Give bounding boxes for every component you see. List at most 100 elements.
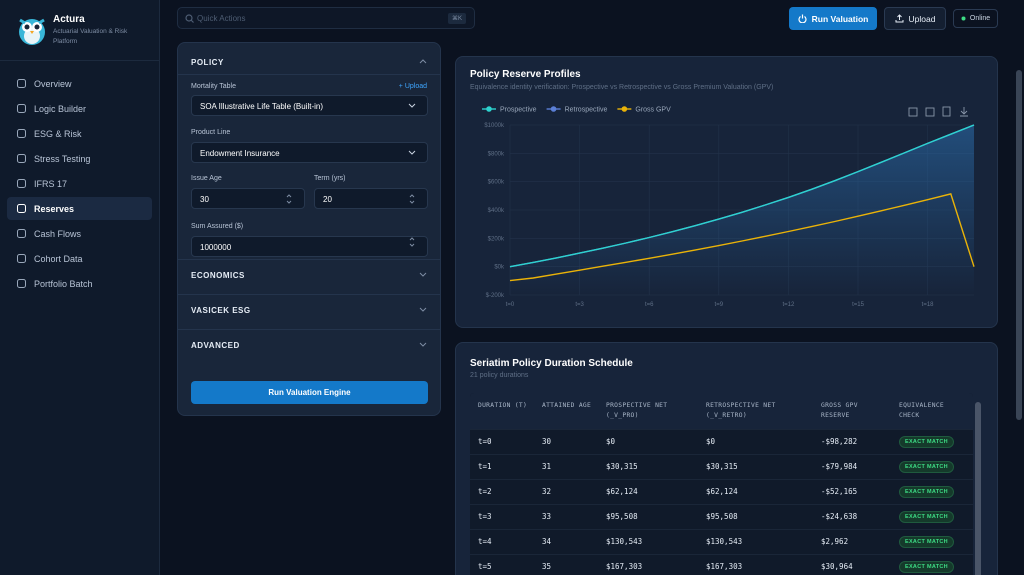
field-label: Mortality Table [191,83,237,90]
upload-button[interactable]: Upload [884,7,946,30]
column-header: PROSPECTIVE NET (_V_PRO) [606,402,668,419]
table-cell: 32 [542,487,552,496]
y-tick-label: $0k [494,265,505,271]
icon-shape [17,129,26,138]
upload-link[interactable]: + Upload [398,83,427,90]
input-value: 1000000 [200,243,232,252]
power-icon [798,14,807,23]
nav-item[interactable]: Logic Builder [7,97,152,120]
nav-item[interactable]: IFRS 17 [7,172,152,195]
section-title[interactable]: ECONOMICS [191,271,245,280]
chevron-down[interactable] [419,272,427,278]
field-label: Issue Age [191,175,222,182]
input-value: 20 [323,195,332,204]
chevron-down[interactable] [419,342,427,348]
icon-shape [17,104,26,113]
table-cell: t=4 [478,537,492,546]
nav-item[interactable]: ESG & Risk [7,122,152,145]
icon-shape [17,79,26,88]
nav-item[interactable]: Reserves [7,197,152,220]
divider [178,259,440,260]
product-select[interactable]: Endowment Insurance [191,142,428,163]
nav-item[interactable]: Portfolio Batch [7,272,152,295]
table-scrollbar[interactable] [975,402,981,575]
legend-label[interactable]: Retrospective [565,107,608,114]
chevron-shape [419,272,427,277]
nav-label: Logic Builder [34,103,87,114]
mortality-select[interactable]: SOA Illustrative Life Table (Built-in) [191,95,428,116]
legend-marker [486,106,492,112]
select-arrows [408,103,416,247]
run-valuation-button[interactable]: Run Valuation [789,7,877,30]
legend-label[interactable]: Prospective [500,107,537,114]
table-card: Seriatim Policy Duration Schedule 21 pol… [455,342,998,575]
y-tick-label: $600k [488,180,505,186]
table-row [470,529,973,554]
x-tick-label: t=12 [782,302,795,308]
chart-card: Policy Reserve Profiles Equivalence iden… [455,56,998,328]
status-badge: EXACT MATCH [899,561,954,573]
table-row [470,454,973,479]
select-value: Endowment Insurance [200,149,280,158]
status-badge: EXACT MATCH [899,511,954,523]
divider [178,329,440,330]
table-cell: $130,543 [706,537,743,546]
field-label: Term (yrs) [314,175,346,182]
input-panel: POLICY Mortality Table + Upload SOA Illu… [177,42,441,416]
search-icon [185,14,194,23]
nav-item[interactable]: Cash Flows [7,222,152,245]
chevron-up[interactable] [419,58,427,64]
table-cell: 33 [542,512,552,521]
status-pill: Online [953,9,998,28]
spinner[interactable] [408,193,416,205]
download-icon[interactable] [960,107,968,117]
spinner[interactable] [285,193,293,205]
table-cell: $95,508 [706,512,738,521]
nav-icon [17,104,26,113]
table-cell: $167,303 [706,562,743,571]
nav-icon [17,129,26,138]
status-badge: EXACT MATCH [899,486,954,498]
upload-icon [895,14,904,23]
nav-label: Overview [34,78,72,89]
logo [19,18,45,45]
zoom-icon[interactable] [908,107,918,117]
x-tick-label: t=15 [852,302,865,308]
table-header [470,393,973,429]
term-input[interactable]: 20 [314,188,428,209]
column-header: RETROSPECTIVE NET (_V_RETRO) [706,402,776,419]
field-label: Product Line [191,129,231,136]
table-cell: t=3 [478,512,492,521]
section-title[interactable]: VASICEK ESG [191,306,251,315]
chart: Policy Reserve Profiles Equivalence iden… [470,69,975,308]
reset-icon[interactable] [925,107,935,117]
table-cell: 31 [542,462,552,471]
legend-label[interactable]: Gross GPV [635,107,671,114]
x-tick-label: t=3 [575,302,584,308]
icon-shape [17,154,26,163]
x-tick-label: t=18 [922,302,935,308]
data-icon[interactable] [942,106,951,117]
page-scrollbar[interactable] [1016,70,1022,420]
table-cell: $30,315 [606,462,638,471]
nav-label: Stress Testing [34,153,91,164]
status-badge: EXACT MATCH [899,461,954,473]
nav-item[interactable]: Cohort Data [7,247,152,270]
issue-age-input[interactable]: 30 [191,188,305,209]
icon-shape [17,179,26,188]
series-line [509,124,975,268]
search-box[interactable]: Quick Actions ⌘K [177,7,475,29]
run-engine-button[interactable]: Run Valuation Engine [191,381,428,404]
nav-item[interactable]: Overview [7,72,152,95]
brand: Actura [53,14,85,25]
chevron-shape [419,342,427,347]
table: DURATION (T) ATTAINED AGE PROSPECTIVE NET … [470,393,973,575]
sum-input[interactable]: 1000000 [191,236,428,257]
table-row [470,504,973,529]
nav-item[interactable]: Stress Testing [7,147,152,170]
chevron-down[interactable] [419,307,427,313]
section-title[interactable]: ADVANCED [191,341,240,350]
nav-icon [17,179,26,188]
